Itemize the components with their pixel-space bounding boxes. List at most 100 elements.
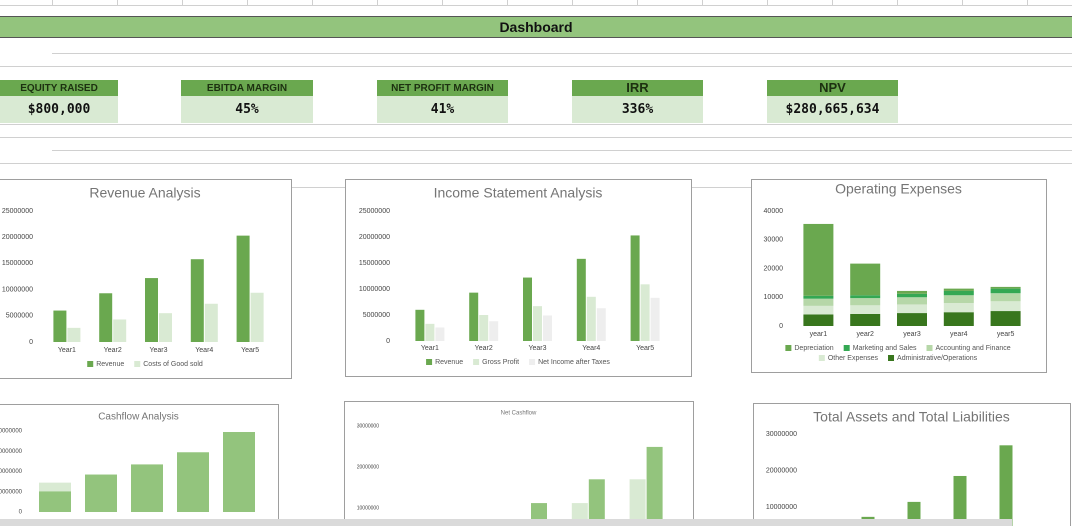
x-tick-label: year3: [903, 331, 921, 338]
x-tick-label: Year5: [241, 347, 259, 354]
kpi-value: 336%: [572, 96, 703, 123]
y-tick-label: 20000000: [2, 234, 33, 241]
bar-segment: [850, 263, 881, 296]
bar-segment: [897, 304, 927, 314]
bar-segment: [943, 290, 974, 296]
y-tick-label: 0: [779, 323, 783, 330]
y-tick-label: 20000000: [359, 234, 390, 241]
x-tick-label: Year4: [195, 347, 213, 354]
bar-segment: [803, 314, 834, 326]
bar-segment: [850, 295, 881, 299]
bar-segment: [990, 288, 1021, 294]
y-tick-label: 20000000: [0, 489, 23, 495]
y-tick-label: 20000000: [357, 464, 379, 470]
bar-segment: [39, 482, 71, 492]
bar-segment: [897, 313, 927, 326]
bar-segment: [803, 223, 834, 296]
bar: [53, 310, 67, 342]
legend-label: Revenue: [435, 359, 463, 366]
bar-segment: [990, 311, 1021, 326]
bar-segment: [803, 305, 834, 315]
bar-segment: [177, 452, 209, 512]
x-tick-label: year5: [997, 331, 1015, 338]
chart: Income Statement Analysis 0 5000000 1000000…: [345, 179, 692, 377]
chart: Operating Expenses 0 10000 20000 30000 40000 y…: [751, 179, 1047, 373]
kpi-value: $280,665,634: [767, 96, 898, 123]
legend-swatch: [87, 361, 94, 367]
y-tick-label: 10000000: [766, 504, 797, 511]
bar-segment: [943, 303, 974, 313]
bar-segment: [897, 297, 927, 305]
cell-lines: [0, 0, 1072, 188]
bar-segment: [223, 432, 255, 512]
bar: [99, 293, 113, 342]
y-tick-label: 15000000: [2, 260, 33, 267]
bar-segment: [943, 312, 974, 326]
legend-swatch: [473, 359, 480, 365]
bar: [640, 284, 650, 341]
legend-label: Costs of Good sold: [143, 361, 203, 368]
bar-segment: [897, 290, 927, 294]
y-tick-label: 25000000: [359, 208, 390, 215]
legend-swatch: [134, 361, 141, 367]
bar: [953, 475, 967, 526]
bar: [586, 296, 596, 341]
y-tick-label: 10000000: [359, 286, 390, 293]
scrollbar: [0, 519, 1012, 526]
chart-title: Cashflow Analysis: [98, 412, 179, 423]
bar: [190, 259, 204, 342]
chart-title: Revenue Analysis: [89, 185, 200, 201]
chart-title: Operating Expenses: [835, 181, 962, 197]
bar-segment: [990, 293, 1021, 302]
y-tick-label: 0: [29, 339, 33, 346]
bar: [435, 327, 445, 341]
y-tick-label: 80000000: [0, 429, 23, 435]
bar-segment: [850, 298, 881, 306]
legend-label: Other Expenses: [828, 355, 879, 362]
kpi-label: IRR: [572, 80, 703, 96]
bar-segment: [943, 288, 974, 291]
bar-segment: [897, 293, 927, 298]
bar: [543, 315, 552, 341]
legend-swatch: [426, 359, 433, 365]
bar: [236, 235, 250, 342]
x-tick-label: Year1: [421, 345, 439, 352]
chart-frame: [751, 179, 1047, 373]
x-tick-label: Year5: [636, 345, 654, 352]
y-tick-label: 30000000: [766, 431, 797, 438]
kpi-value: $800,000: [0, 96, 118, 123]
bar: [999, 445, 1013, 526]
bar: [159, 313, 172, 342]
y-tick-label: 30000: [764, 237, 784, 244]
kpi-value: 45%: [181, 96, 313, 123]
y-tick-label: 40000: [764, 208, 784, 215]
bar: [479, 315, 489, 341]
legend-swatch: [785, 345, 792, 351]
bar: [113, 319, 127, 342]
x-tick-label: Year3: [528, 345, 546, 352]
chart: Net Cashflow 10000000 20000000 30000000: [344, 401, 694, 526]
x-tick-label: Year2: [104, 347, 122, 354]
bar: [489, 321, 499, 341]
chart: Revenue Analysis 0 5000000 10000000 15000000…: [0, 179, 292, 379]
kpi-label: NPV: [767, 80, 898, 96]
chart-title: Income Statement Analysis: [434, 185, 603, 201]
legend: Depreciation Marketing and Sales Accountin…: [785, 345, 1011, 352]
x-tick-label: Year3: [149, 347, 167, 354]
bar: [523, 277, 532, 341]
x-tick-label: year2: [856, 331, 874, 338]
kpi-label: EBITDA MARGIN: [181, 80, 313, 96]
chart-title: Net Cashflow: [501, 411, 537, 417]
legend-label: Revenue: [96, 361, 124, 368]
bar: [204, 303, 218, 342]
legend: Revenue Costs of Good sold: [87, 361, 203, 368]
bar-segment: [943, 295, 974, 303]
chart: Cashflow Analysis 0 20000000 40000000 600000…: [0, 404, 279, 526]
chart-title: Total Assets and Total Liabilities: [813, 409, 1010, 425]
legend-swatch: [843, 345, 850, 351]
bar: [415, 309, 425, 341]
bar-segment: [39, 491, 71, 512]
legend-label: Accounting and Finance: [936, 345, 1011, 352]
